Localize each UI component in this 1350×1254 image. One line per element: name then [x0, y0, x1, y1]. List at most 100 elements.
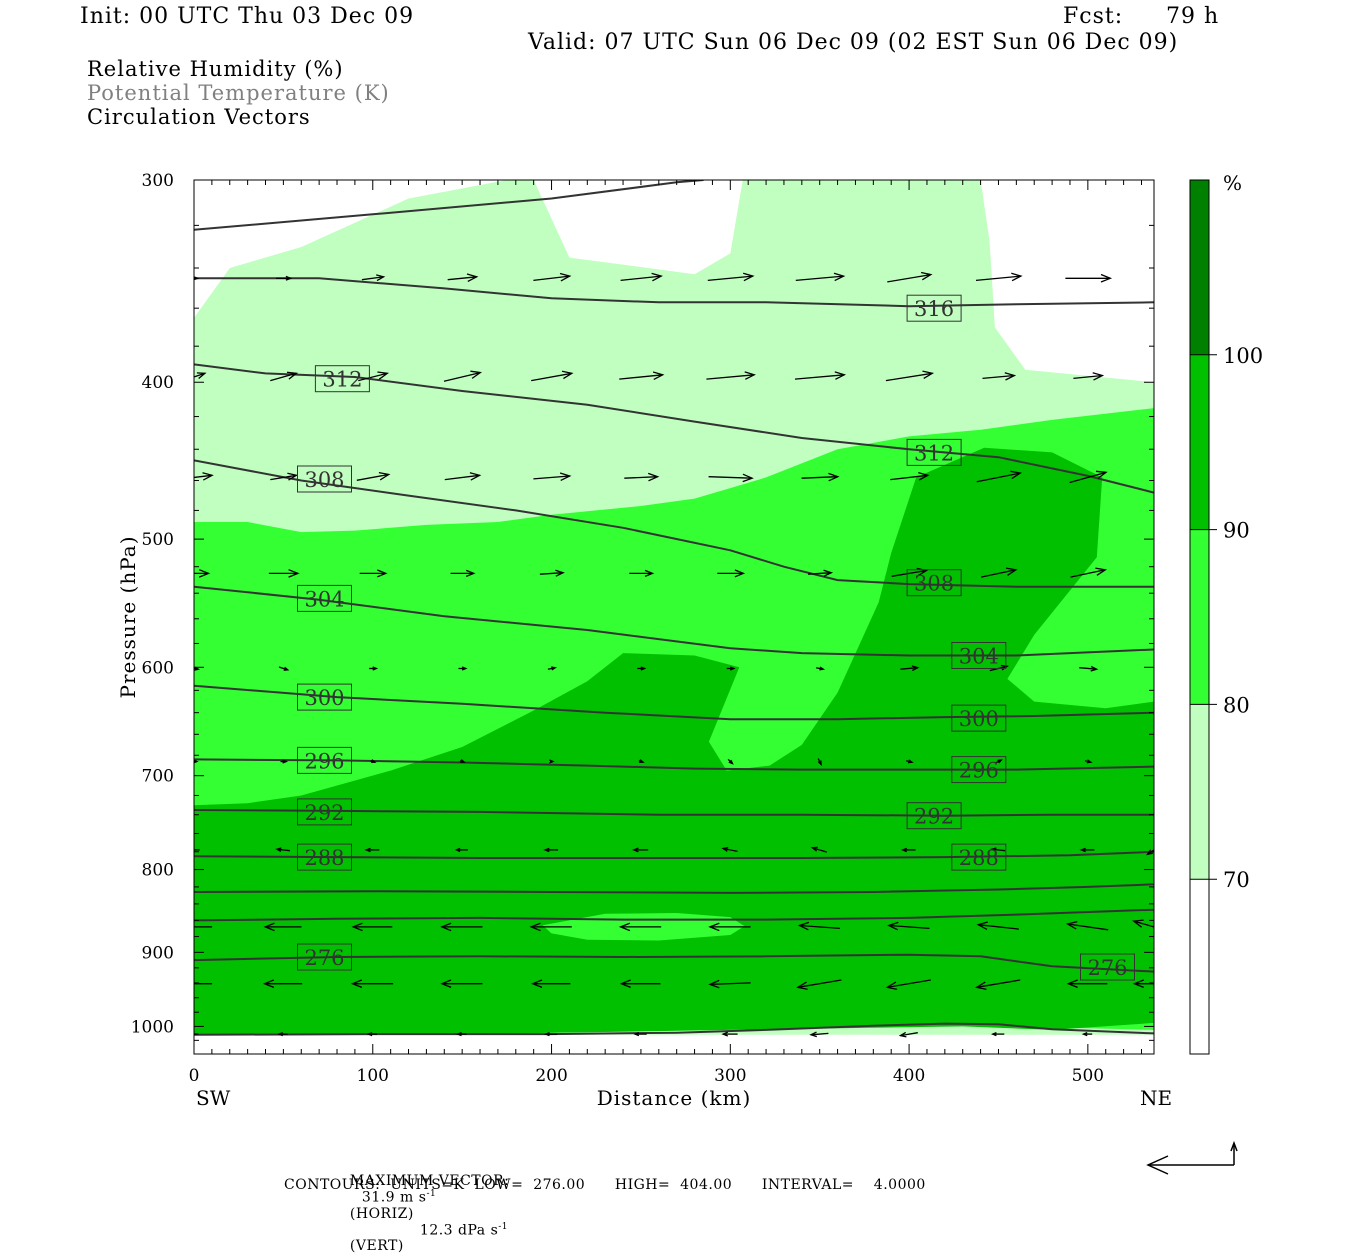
vector-head — [465, 569, 476, 578]
vector-head — [744, 371, 756, 380]
vector-shaft — [801, 476, 838, 479]
vector-head — [708, 922, 720, 932]
circulation-vector — [194, 276, 200, 281]
vector-head — [543, 1031, 550, 1037]
vector-shaft — [539, 572, 564, 575]
vector-shaft — [361, 276, 384, 281]
vector-head — [828, 472, 840, 482]
theta-contour-308 — [194, 459, 1154, 588]
contour-label-text: 304 — [959, 645, 999, 669]
vector-head — [742, 473, 754, 483]
vector-head — [721, 1031, 729, 1037]
vector-head — [907, 759, 914, 764]
colorbar-tick-label: 80 — [1223, 693, 1250, 717]
circulation-vector — [547, 666, 557, 671]
vector-shaft — [706, 374, 755, 380]
contour-label-box — [951, 756, 1007, 784]
circulation-vector — [795, 272, 846, 282]
vector-shaft — [624, 476, 658, 479]
x-tick-label: 500 — [1072, 1066, 1104, 1086]
vector-head — [796, 981, 808, 991]
vector-head — [887, 921, 899, 931]
theta-contour-304 — [194, 585, 1154, 657]
colorbar-segment — [1190, 704, 1209, 880]
circulation-vector — [974, 979, 1021, 991]
contour-label-box — [297, 584, 352, 612]
vector-shaft — [887, 273, 931, 283]
vector-shaft — [900, 1032, 918, 1037]
x-tick-label: 400 — [893, 1066, 925, 1086]
vector-head — [721, 846, 729, 852]
circulation-vector — [726, 666, 736, 671]
vector-head — [275, 847, 282, 852]
circulation-vector — [1079, 665, 1099, 672]
vector-shaft — [976, 979, 1021, 988]
circulation-vector — [1073, 372, 1105, 381]
vector-head — [555, 569, 565, 577]
contour-label-296: 296 — [951, 756, 1007, 784]
vector-head — [1090, 665, 1099, 672]
vector-head — [366, 1031, 373, 1037]
vector-head — [286, 371, 299, 380]
contour-label-304: 304 — [951, 642, 1007, 669]
vector-head — [285, 275, 293, 281]
vector-head — [262, 979, 275, 989]
vector-head — [1095, 567, 1108, 576]
vector-head — [918, 471, 930, 481]
forecast-label: Fcst: — [1063, 4, 1124, 29]
vector-head — [176, 923, 185, 930]
circulation-vector — [277, 1031, 288, 1037]
circulation-vector — [619, 979, 661, 989]
contour-label-text: 304 — [304, 587, 344, 611]
vector-head — [885, 981, 898, 991]
vector-head — [1100, 273, 1113, 283]
circulation-vector — [797, 921, 841, 931]
circulation-vector — [808, 569, 834, 577]
colorbar: 70 80 90 100% — [1189, 171, 1263, 1055]
x-tick-label: 300 — [714, 1066, 746, 1086]
vector-head — [833, 272, 846, 282]
vector-head — [559, 472, 572, 481]
vector-head — [900, 847, 908, 853]
vector-head — [263, 922, 275, 932]
contour-label-308: 308 — [297, 465, 352, 493]
contour-label-276: 276 — [1080, 953, 1135, 981]
circulation-vector — [815, 666, 826, 671]
circulation-vector — [443, 370, 483, 382]
y-tick-label: 1000 — [131, 1017, 174, 1037]
circulation-vector — [263, 922, 302, 932]
max-vector-line: MAXIMUM VECTOR: 31.9 m s-1 (HORIZ) 12.3 … — [340, 1157, 509, 1254]
circulation-vector — [900, 847, 916, 853]
circulation-vector — [707, 272, 755, 282]
vector-shaft — [976, 472, 1021, 483]
x-tick-label: 200 — [535, 1066, 567, 1086]
vector-head — [351, 922, 363, 932]
colorbar-tick-label: 90 — [1223, 519, 1250, 543]
vector-head — [898, 1031, 907, 1038]
colorbar-unit: % — [1223, 171, 1242, 195]
theta-contour-312 — [194, 363, 1154, 494]
circulation-vector — [356, 471, 391, 481]
contour-label-box — [297, 798, 352, 826]
circulation-vector — [624, 472, 660, 482]
contour-label-300: 300 — [297, 683, 352, 711]
vector-head — [1005, 567, 1018, 576]
circulation-vector — [549, 759, 555, 764]
contour-label-box — [951, 843, 1007, 871]
circulation-vector — [809, 1031, 829, 1038]
circulation-vector — [350, 979, 394, 989]
vector-head — [376, 274, 386, 282]
circulation-vector — [280, 759, 289, 764]
contour-label-text: 300 — [959, 707, 999, 731]
vector-head — [561, 370, 574, 380]
vector-head — [652, 371, 665, 380]
colorbar-tick-label: 100 — [1223, 344, 1263, 368]
vector-shaft — [975, 275, 1021, 282]
ne-end-label: NE — [1140, 1086, 1172, 1110]
circulation-vector — [1079, 847, 1095, 853]
vector-head — [1010, 470, 1022, 480]
circulation-vector — [887, 271, 933, 283]
circulation-vector — [796, 979, 842, 991]
circulation-vector — [1069, 470, 1108, 484]
vector-head — [743, 272, 755, 282]
